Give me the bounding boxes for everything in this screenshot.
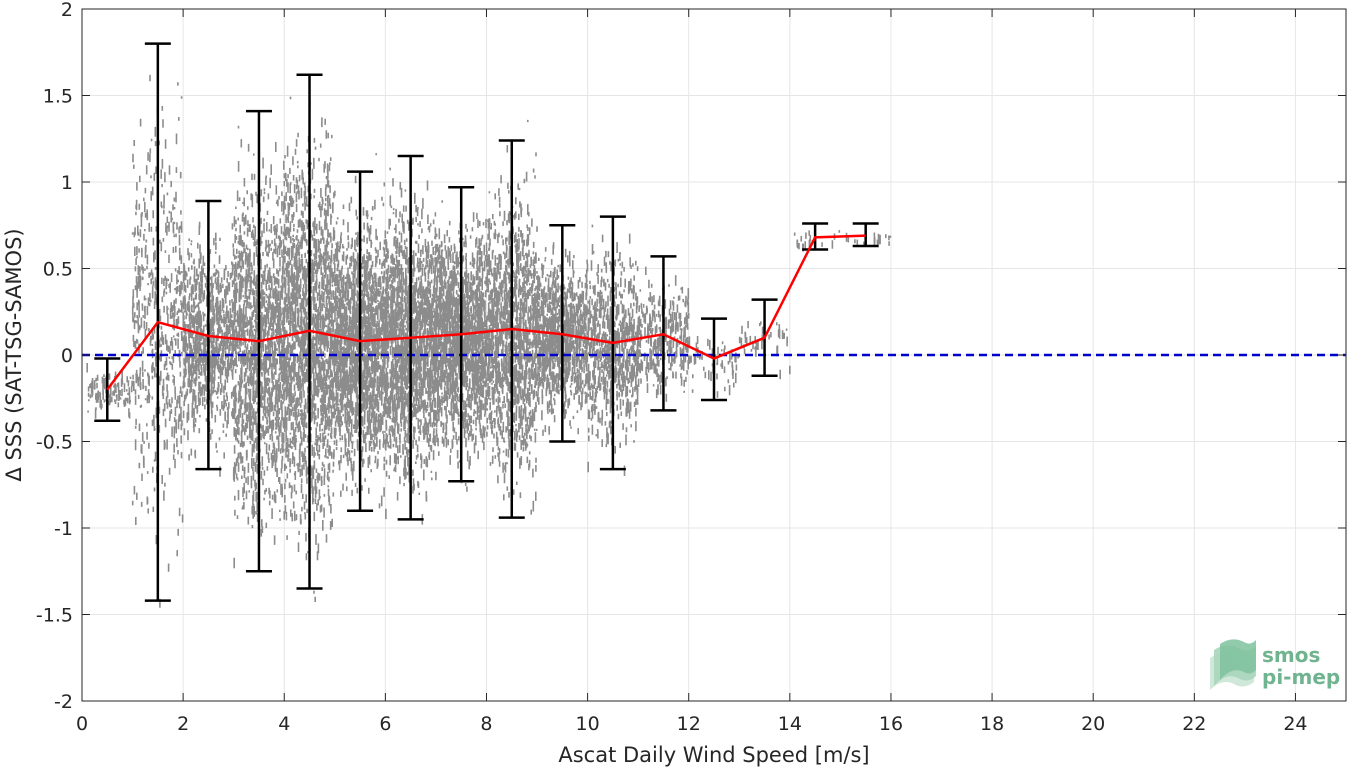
y-axis-ticks: 2 1.5 1 0.5 0 -0.5 -1 -1.5 -2 [36,0,1346,713]
x-tick-label: 14 [778,713,802,735]
y-tick-label: -2 [54,691,73,713]
logo-line1: smos [1262,643,1320,667]
x-tick-label: 22 [1182,713,1206,735]
y-tick-label: 2 [61,0,73,21]
y-axis-label: Δ SSS (SAT-TSG-SAMOS) [2,228,26,481]
x-axis-label: Ascat Daily Wind Speed [m/s] [558,743,869,767]
x-axis-ticks: 0 2 4 6 8 10 12 14 16 18 20 22 24 [76,9,1308,735]
y-tick-label: 0 [61,345,73,367]
x-tick-label: 20 [1081,713,1105,735]
x-tick-label: 6 [379,713,391,735]
x-tick-label: 16 [879,713,903,735]
x-tick-label: 24 [1283,713,1307,735]
mean-line [106,234,866,391]
y-tick-label: -1.5 [36,605,73,627]
y-tick-label: -1 [54,518,73,540]
error-bar [852,222,879,248]
y-tick-label: 1.5 [43,86,73,108]
x-tick-label: 18 [980,713,1004,735]
y-tick-label: 0.5 [43,259,73,281]
x-tick-label: 2 [177,713,189,735]
x-tick-label: 4 [278,713,290,735]
y-tick-label: 1 [61,172,73,194]
x-tick-label: 12 [677,713,701,735]
logo-line2: pi-mep [1262,665,1340,689]
x-tick-label: 10 [576,713,600,735]
smos-pi-mep-logo: smos pi-mep [1210,639,1340,690]
y-tick-label: -0.5 [36,432,73,454]
x-tick-label: 8 [480,713,492,735]
x-tick-label: 0 [76,713,88,735]
layered-waves-icon [1210,639,1256,690]
